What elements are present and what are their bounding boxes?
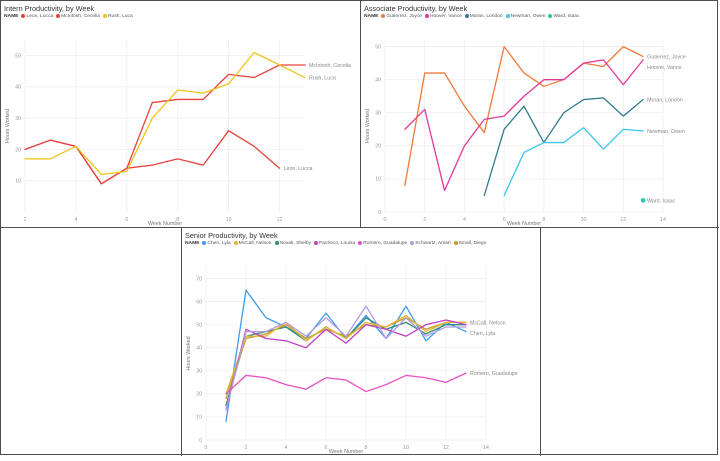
svg-text:12: 12 xyxy=(620,217,626,223)
svg-text:10: 10 xyxy=(196,415,202,421)
svg-text:McIntosh, Cecelia: McIntosh, Cecelia xyxy=(309,63,351,69)
svg-text:30: 30 xyxy=(375,111,381,117)
svg-text:Hours Worked: Hours Worked xyxy=(5,109,11,143)
svg-text:12: 12 xyxy=(443,445,449,451)
svg-text:40: 40 xyxy=(196,346,202,352)
svg-text:0: 0 xyxy=(205,445,208,451)
svg-text:Moran, London: Moran, London xyxy=(647,98,683,104)
svg-text:Newman, Owen: Newman, Owen xyxy=(647,129,685,135)
svg-text:Week Number: Week Number xyxy=(507,221,542,227)
svg-text:30: 30 xyxy=(196,369,202,375)
svg-text:Chen, Lyla: Chen, Lyla xyxy=(470,331,495,337)
svg-text:Hoover, Vance: Hoover, Vance xyxy=(647,65,681,71)
svg-text:14: 14 xyxy=(660,217,666,223)
svg-text:60: 60 xyxy=(196,299,202,305)
svg-text:8: 8 xyxy=(542,217,545,223)
svg-text:20: 20 xyxy=(375,144,381,150)
svg-text:50: 50 xyxy=(15,53,21,59)
svg-text:2: 2 xyxy=(423,217,426,223)
svg-text:4: 4 xyxy=(74,217,77,223)
svg-text:Week Number: Week Number xyxy=(148,221,183,227)
svg-text:6: 6 xyxy=(125,217,128,223)
svg-text:10: 10 xyxy=(581,217,587,223)
svg-text:Gutierrez, Joyce: Gutierrez, Joyce xyxy=(647,55,686,61)
svg-text:Leon, Lucca: Leon, Lucca xyxy=(284,166,313,172)
svg-text:50: 50 xyxy=(375,44,381,50)
svg-text:30: 30 xyxy=(15,116,21,122)
svg-text:14: 14 xyxy=(483,445,489,451)
svg-text:McCall, Nelson: McCall, Nelson xyxy=(470,320,506,326)
svg-text:0: 0 xyxy=(199,438,202,444)
svg-text:50: 50 xyxy=(196,322,202,328)
svg-text:2: 2 xyxy=(24,217,27,223)
svg-text:70: 70 xyxy=(196,276,202,282)
svg-text:Ward, Isaac: Ward, Isaac xyxy=(647,198,675,204)
svg-text:Week Number: Week Number xyxy=(329,449,364,455)
svg-text:Hours Worked: Hours Worked xyxy=(365,109,371,143)
svg-text:Rush, Luca: Rush, Luca xyxy=(309,76,336,82)
svg-text:0: 0 xyxy=(378,210,381,216)
svg-text:40: 40 xyxy=(15,85,21,91)
svg-text:40: 40 xyxy=(375,77,381,83)
svg-text:10: 10 xyxy=(375,177,381,183)
svg-text:0: 0 xyxy=(384,217,387,223)
svg-text:2: 2 xyxy=(245,445,248,451)
svg-text:10: 10 xyxy=(226,217,232,223)
svg-text:6: 6 xyxy=(503,217,506,223)
svg-text:8: 8 xyxy=(365,445,368,451)
svg-text:6: 6 xyxy=(325,445,328,451)
svg-text:4: 4 xyxy=(285,445,288,451)
svg-text:Hours Worked: Hours Worked xyxy=(186,336,192,370)
svg-text:20: 20 xyxy=(15,147,21,153)
svg-text:12: 12 xyxy=(277,217,283,223)
svg-text:Romero, Guadalupe: Romero, Guadalupe xyxy=(470,371,518,377)
svg-text:10: 10 xyxy=(15,179,21,185)
svg-text:10: 10 xyxy=(403,445,409,451)
svg-text:20: 20 xyxy=(196,392,202,398)
svg-text:4: 4 xyxy=(463,217,466,223)
